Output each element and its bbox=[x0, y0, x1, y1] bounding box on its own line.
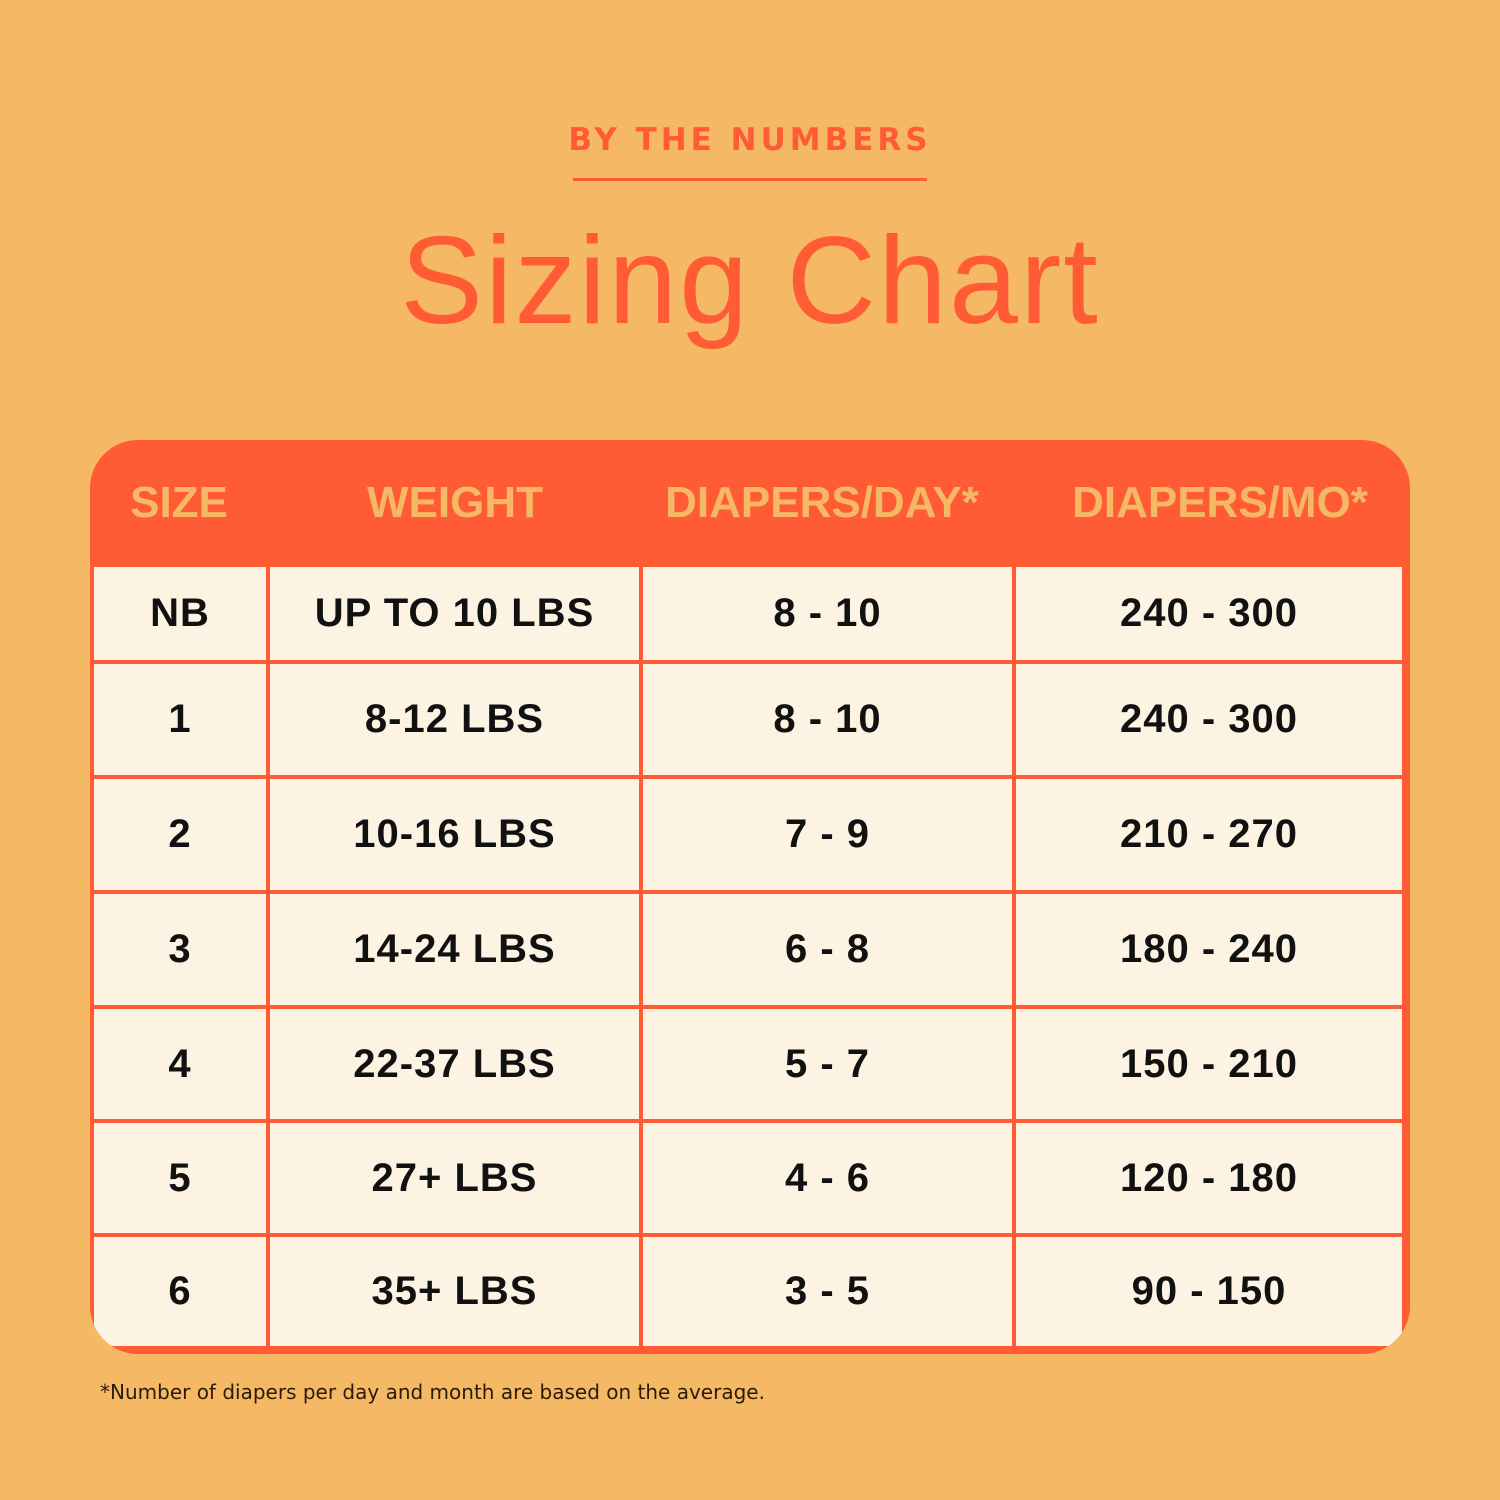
cell-diapers-month: 150 - 210 bbox=[1016, 1009, 1402, 1119]
cell-diapers-month: 240 - 300 bbox=[1016, 567, 1402, 660]
cell-size: 6 bbox=[94, 1237, 266, 1346]
header-size: SIZE bbox=[130, 478, 228, 527]
cell-size: 2 bbox=[94, 779, 266, 890]
cell-diapers-month: 210 - 270 bbox=[1016, 779, 1402, 890]
table-header: SIZE WEIGHT DIAPERS/DAY* DIAPERS/MO* bbox=[90, 440, 1410, 563]
cell-weight: 8-12 LBS bbox=[270, 664, 639, 775]
sizing-table: SIZE WEIGHT DIAPERS/DAY* DIAPERS/MO* NB U… bbox=[90, 440, 1410, 1354]
header-diapers-month: DIAPERS/MO* bbox=[1072, 478, 1368, 527]
cell-diapers-day: 7 - 9 bbox=[643, 779, 1012, 890]
cell-diapers-month: 240 - 300 bbox=[1016, 664, 1402, 775]
cell-weight: UP TO 10 LBS bbox=[270, 567, 639, 660]
cell-diapers-month: 180 - 240 bbox=[1016, 894, 1402, 1005]
cell-weight: 14-24 LBS bbox=[270, 894, 639, 1005]
cell-diapers-day: 3 - 5 bbox=[643, 1237, 1012, 1346]
cell-diapers-day: 6 - 8 bbox=[643, 894, 1012, 1005]
cell-size: 4 bbox=[94, 1009, 266, 1119]
cell-size: NB bbox=[94, 567, 266, 660]
cell-diapers-day: 8 - 10 bbox=[643, 567, 1012, 660]
cell-weight: 27+ LBS bbox=[270, 1123, 639, 1233]
header-diapers-day: DIAPERS/DAY* bbox=[665, 478, 979, 527]
cell-weight: 10-16 LBS bbox=[270, 779, 639, 890]
kicker-underline bbox=[573, 178, 927, 181]
header-weight: WEIGHT bbox=[367, 478, 543, 527]
cell-diapers-month: 90 - 150 bbox=[1016, 1237, 1402, 1346]
cell-size: 3 bbox=[94, 894, 266, 1005]
footnote: *Number of diapers per day and month are… bbox=[100, 1380, 765, 1404]
cell-diapers-month: 120 - 180 bbox=[1016, 1123, 1402, 1233]
cell-diapers-day: 5 - 7 bbox=[643, 1009, 1012, 1119]
kicker: BY THE NUMBERS bbox=[568, 122, 932, 158]
cell-size: 1 bbox=[94, 664, 266, 775]
cell-diapers-day: 4 - 6 bbox=[643, 1123, 1012, 1233]
page-title: Sizing Chart bbox=[400, 212, 1100, 350]
cell-diapers-day: 8 - 10 bbox=[643, 664, 1012, 775]
cell-size: 5 bbox=[94, 1123, 266, 1233]
cell-weight: 22-37 LBS bbox=[270, 1009, 639, 1119]
cell-weight: 35+ LBS bbox=[270, 1237, 639, 1346]
